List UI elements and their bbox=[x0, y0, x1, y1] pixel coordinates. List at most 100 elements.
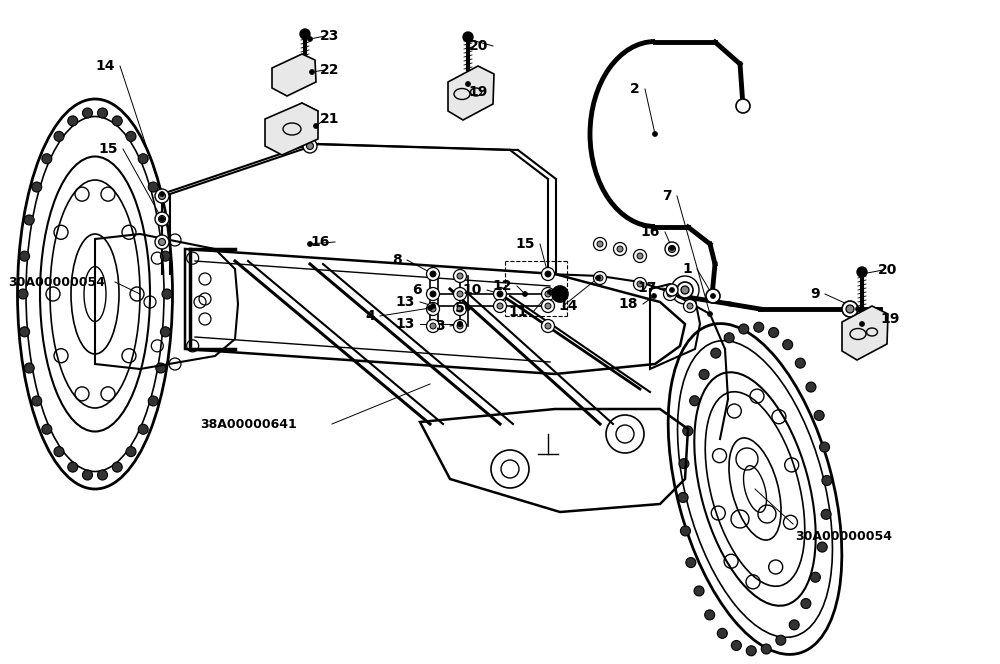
Text: 22: 22 bbox=[320, 63, 340, 77]
Ellipse shape bbox=[652, 131, 658, 137]
Ellipse shape bbox=[156, 363, 166, 373]
Ellipse shape bbox=[670, 246, 674, 250]
Ellipse shape bbox=[457, 323, 463, 329]
Ellipse shape bbox=[542, 299, 554, 313]
Ellipse shape bbox=[306, 143, 314, 149]
Text: 16: 16 bbox=[311, 235, 330, 249]
Ellipse shape bbox=[42, 154, 52, 164]
Ellipse shape bbox=[310, 70, 314, 74]
Ellipse shape bbox=[300, 29, 310, 39]
Ellipse shape bbox=[426, 268, 440, 280]
Ellipse shape bbox=[817, 542, 827, 552]
Ellipse shape bbox=[158, 193, 166, 199]
Ellipse shape bbox=[112, 116, 122, 126]
Ellipse shape bbox=[457, 291, 463, 297]
Ellipse shape bbox=[155, 189, 169, 203]
Ellipse shape bbox=[126, 131, 136, 141]
Text: 15: 15 bbox=[98, 142, 118, 156]
Ellipse shape bbox=[678, 493, 688, 503]
Ellipse shape bbox=[706, 289, 720, 303]
Ellipse shape bbox=[466, 305, 471, 311]
Text: 19: 19 bbox=[469, 85, 488, 99]
Ellipse shape bbox=[426, 288, 440, 301]
Ellipse shape bbox=[708, 311, 712, 317]
Ellipse shape bbox=[684, 299, 696, 313]
Ellipse shape bbox=[158, 216, 166, 222]
Ellipse shape bbox=[801, 598, 811, 608]
Ellipse shape bbox=[494, 299, 507, 313]
Ellipse shape bbox=[148, 396, 158, 406]
Text: 15: 15 bbox=[516, 237, 535, 251]
Ellipse shape bbox=[814, 410, 824, 420]
Ellipse shape bbox=[160, 327, 170, 337]
Ellipse shape bbox=[597, 241, 603, 247]
Ellipse shape bbox=[664, 288, 676, 301]
Ellipse shape bbox=[711, 348, 721, 358]
Ellipse shape bbox=[821, 509, 831, 519]
Ellipse shape bbox=[545, 323, 551, 329]
Text: 4: 4 bbox=[365, 309, 375, 323]
Ellipse shape bbox=[458, 321, 462, 327]
Ellipse shape bbox=[810, 572, 820, 582]
Ellipse shape bbox=[158, 238, 166, 246]
Ellipse shape bbox=[594, 238, 606, 250]
Polygon shape bbox=[265, 103, 318, 155]
Text: 6: 6 bbox=[412, 283, 422, 297]
Ellipse shape bbox=[457, 306, 463, 312]
Ellipse shape bbox=[160, 216, 164, 222]
Text: 13: 13 bbox=[396, 317, 415, 331]
Ellipse shape bbox=[160, 251, 170, 261]
Ellipse shape bbox=[156, 215, 166, 225]
Ellipse shape bbox=[652, 293, 656, 299]
Ellipse shape bbox=[126, 447, 136, 457]
Ellipse shape bbox=[670, 288, 674, 293]
Ellipse shape bbox=[677, 282, 693, 298]
Ellipse shape bbox=[458, 321, 462, 327]
Text: 8: 8 bbox=[392, 253, 402, 267]
Ellipse shape bbox=[160, 191, 164, 197]
Ellipse shape bbox=[694, 586, 704, 596]
Ellipse shape bbox=[731, 641, 741, 651]
Ellipse shape bbox=[666, 284, 678, 296]
Ellipse shape bbox=[430, 271, 436, 277]
Ellipse shape bbox=[454, 288, 466, 301]
Ellipse shape bbox=[54, 447, 64, 457]
Text: 30A00000054: 30A00000054 bbox=[795, 529, 892, 542]
Ellipse shape bbox=[138, 424, 148, 434]
Ellipse shape bbox=[98, 470, 108, 480]
Ellipse shape bbox=[690, 396, 700, 406]
Ellipse shape bbox=[724, 333, 734, 343]
Ellipse shape bbox=[668, 246, 676, 252]
Text: 14: 14 bbox=[558, 299, 578, 313]
Text: 12: 12 bbox=[492, 279, 512, 293]
Ellipse shape bbox=[769, 327, 779, 337]
Ellipse shape bbox=[497, 303, 503, 309]
Text: 19: 19 bbox=[880, 312, 899, 326]
Ellipse shape bbox=[42, 424, 52, 434]
Ellipse shape bbox=[857, 267, 867, 277]
Ellipse shape bbox=[842, 301, 858, 317]
Text: 5: 5 bbox=[455, 301, 465, 315]
Text: 9: 9 bbox=[810, 287, 820, 301]
Ellipse shape bbox=[542, 288, 554, 301]
Ellipse shape bbox=[82, 470, 92, 480]
Ellipse shape bbox=[795, 358, 805, 368]
Ellipse shape bbox=[597, 275, 603, 281]
Ellipse shape bbox=[463, 32, 473, 42]
Ellipse shape bbox=[497, 291, 503, 297]
Ellipse shape bbox=[542, 268, 554, 280]
Ellipse shape bbox=[594, 272, 606, 284]
Ellipse shape bbox=[522, 291, 528, 297]
Ellipse shape bbox=[454, 319, 466, 333]
Ellipse shape bbox=[546, 272, 550, 276]
Ellipse shape bbox=[498, 291, 503, 297]
Ellipse shape bbox=[717, 628, 727, 638]
Ellipse shape bbox=[426, 319, 440, 333]
Ellipse shape bbox=[552, 286, 568, 302]
Text: 20: 20 bbox=[469, 39, 488, 53]
Text: 17: 17 bbox=[638, 281, 657, 295]
Ellipse shape bbox=[699, 369, 709, 379]
Ellipse shape bbox=[687, 303, 693, 309]
Ellipse shape bbox=[68, 116, 78, 126]
Ellipse shape bbox=[614, 242, 626, 256]
